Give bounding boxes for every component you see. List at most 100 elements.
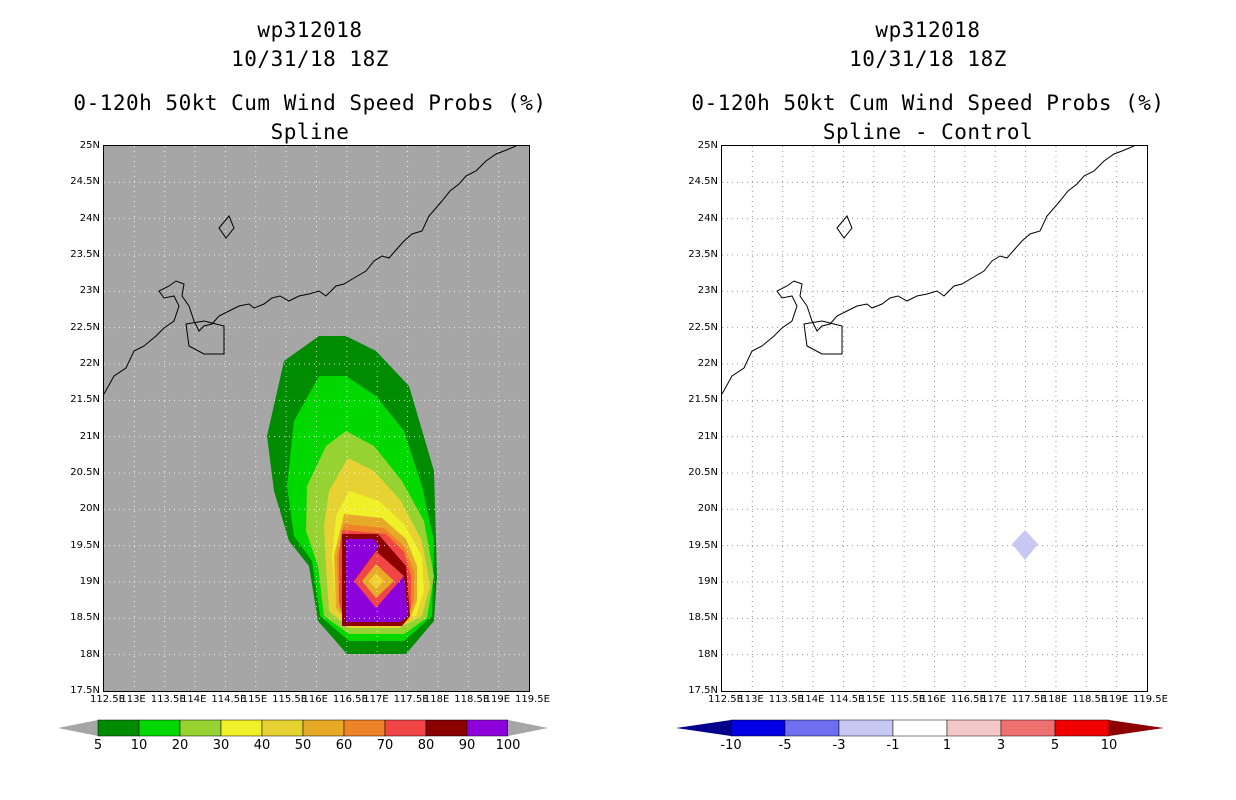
colorbar-segment (261, 719, 304, 737)
probability-contours (267, 336, 437, 654)
left-map-svg (104, 146, 529, 691)
y-tick-label: 24.5N (70, 176, 100, 188)
inner-ring-40 (369, 573, 384, 589)
x-tick-label: 118E (423, 694, 450, 705)
colorbar-label: -3 (832, 738, 846, 753)
y-tick-label: 23N (79, 285, 100, 297)
y-tick-label: 20.5N (688, 467, 718, 478)
right-map-panel (721, 145, 1148, 692)
colorbar-high-triangle (508, 720, 548, 736)
left-title-field: Spline (270, 120, 350, 144)
y-tick-label: 18.5N (70, 612, 100, 624)
colorbar-segment (97, 719, 140, 737)
right-colorbar (676, 719, 1164, 737)
colorbar-label: 80 (417, 738, 435, 753)
x-tick-label: 115E (859, 694, 886, 705)
y-tick-label: 20.5N (70, 467, 100, 478)
right-title-storm: wp312018 (875, 18, 981, 42)
colorbar-segment (784, 719, 840, 737)
x-tick-label: 117.5E (393, 694, 429, 705)
colorbar-low-triangle (676, 720, 731, 736)
left-coastline (104, 146, 517, 395)
y-tick-label: 24N (79, 212, 100, 224)
y-tick-label: 22N (79, 358, 100, 369)
colorbar-segment (343, 719, 386, 737)
x-tick-label: 115.5E (272, 694, 308, 705)
right-coastline (722, 146, 1135, 395)
y-tick-label: 21.5N (688, 394, 718, 406)
y-tick-label: 17.5N (688, 685, 718, 696)
colorbar-high-triangle (1109, 720, 1164, 736)
colorbar-label: -1 (886, 738, 900, 753)
x-tick-label: 119E (484, 694, 511, 705)
left-title-storm: wp312018 (257, 18, 363, 42)
x-tick-label: 112.5E (708, 694, 743, 705)
y-tick-label: 22.5N (688, 321, 718, 333)
colorbar-label: 100 (495, 738, 521, 753)
x-tick-label: 116E (920, 694, 946, 705)
colorbar-label: -5 (778, 738, 792, 753)
y-tick-label: 22N (697, 358, 718, 369)
y-tick-label: 17.5N (70, 685, 100, 696)
colorbar-label: 10 (130, 738, 148, 753)
colorbar-segment (466, 719, 509, 737)
right-grid (722, 146, 1147, 691)
left-colorbar (58, 719, 548, 737)
colorbar-label: 70 (376, 738, 394, 753)
x-tick-label: 116.5E (332, 694, 368, 705)
colorbar-segment (946, 719, 1002, 737)
colorbar-label: 5 (93, 738, 103, 753)
x-tick-label: 116.5E (950, 694, 986, 705)
colorbar-label: -10 (720, 738, 742, 753)
x-tick-label: 115E (241, 694, 268, 705)
colorbar-label: 50 (294, 738, 312, 753)
colorbar-segment (425, 719, 468, 737)
colorbar-segment (302, 719, 345, 737)
y-tick-label: 19N (697, 576, 718, 587)
colorbar-label: 40 (253, 738, 271, 753)
x-tick-label: 117E (981, 694, 1007, 705)
difference-feature (1012, 530, 1038, 560)
colorbar-label: 10 (1100, 738, 1118, 753)
y-tick-label: 19.5N (688, 539, 718, 551)
colorbar-label: 3 (996, 738, 1006, 753)
x-tick-label: 118.5E (454, 694, 490, 705)
right-map-svg (722, 146, 1147, 691)
colorbar-label: 30 (212, 738, 230, 753)
x-tick-label: 114.5E (211, 694, 247, 705)
colorbar-segment (892, 719, 948, 737)
y-tick-label: 18.5N (688, 612, 718, 624)
y-tick-label: 18N (697, 648, 718, 660)
x-tick-label: 114E (799, 694, 825, 705)
y-tick-label: 21N (79, 430, 100, 442)
x-tick-label: 113.5E (768, 694, 804, 705)
y-tick-label: 20N (79, 503, 100, 515)
x-tick-label: 113E (120, 694, 146, 705)
colorbar-segment (1054, 719, 1110, 737)
x-tick-label: 119.5E (515, 694, 550, 705)
left-title-product: 0-120h 50kt Cum Wind Speed Probs (%) (73, 91, 547, 115)
right-title-product: 0-120h 50kt Cum Wind Speed Probs (%) (691, 91, 1165, 115)
colorbar-segment (1000, 719, 1056, 737)
colorbar-segment (138, 719, 181, 737)
contour-90 (346, 539, 408, 622)
y-tick-label: 23N (697, 285, 718, 297)
y-tick-label: 25N (697, 140, 718, 151)
colorbar-segment (220, 719, 263, 737)
x-tick-label: 118E (1041, 694, 1068, 705)
colorbar-label: 60 (335, 738, 353, 753)
y-tick-label: 21N (697, 430, 718, 442)
left-title-date: 10/31/18 18Z (231, 47, 389, 71)
y-tick-label: 21.5N (70, 394, 100, 406)
y-tick-label: 25N (79, 140, 100, 151)
y-tick-label: 23.5N (70, 249, 100, 260)
colorbar-low-triangle (58, 720, 98, 736)
left-map-panel (103, 145, 530, 692)
y-tick-label: 19N (79, 576, 100, 587)
y-tick-label: 19.5N (70, 539, 100, 551)
x-tick-label: 114E (181, 694, 207, 705)
y-tick-label: 18N (79, 648, 100, 660)
x-tick-label: 115.5E (890, 694, 926, 705)
y-tick-label: 24N (697, 212, 718, 224)
left-grid (104, 146, 529, 691)
